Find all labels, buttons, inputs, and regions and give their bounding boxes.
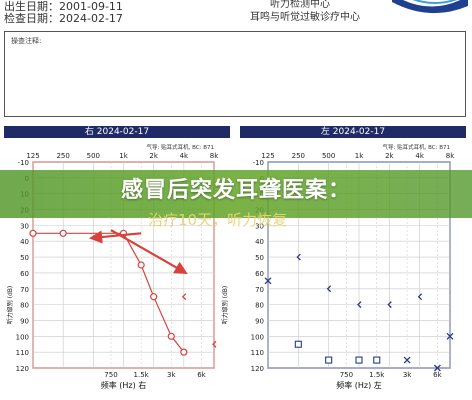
- y-tick-label: 120: [251, 365, 264, 373]
- x-top-tick-label: 4k: [415, 152, 424, 160]
- x-top-tick-label: 8k: [446, 152, 455, 160]
- x-top-tick-label: 1k: [119, 152, 128, 160]
- y-tick-label: 90: [255, 317, 264, 325]
- y-tick-label: 70: [255, 286, 264, 294]
- data-point: [433, 364, 441, 372]
- data-point: [59, 229, 67, 237]
- x-bottom-tick-label: 3k: [167, 371, 176, 379]
- x-top-tick-label: 125: [26, 152, 39, 160]
- x-bottom-tick-label: 1.5k: [369, 371, 385, 379]
- y-tick-label: 80: [20, 302, 29, 310]
- data-point: [387, 301, 392, 309]
- x-top-tick-label: 250: [292, 152, 305, 160]
- y-tick-label: 30: [20, 222, 29, 230]
- remarks-box: 操查注释:: [4, 31, 466, 117]
- data-point: [212, 340, 217, 348]
- y-tick-label: 110: [251, 349, 264, 357]
- data-point: [296, 253, 301, 261]
- x-bottom-tick-label: 1.5k: [134, 371, 150, 379]
- y-axis-label: 听力级别 (dB): [221, 286, 229, 325]
- annotation-arrow: [110, 229, 188, 275]
- exam-date: 检查日期：2024-02-17: [4, 12, 123, 25]
- y-tick-label: 40: [255, 238, 264, 246]
- data-point: [150, 293, 158, 301]
- x-top-tick-label: 1k: [355, 152, 364, 160]
- x-bottom-tick-label: 750: [104, 371, 117, 379]
- x-axis-label: 频率 (Hz) 右: [101, 380, 147, 390]
- data-point: [167, 332, 175, 340]
- annotation-arrow: [88, 230, 142, 244]
- data-point: [357, 301, 362, 309]
- x-bottom-tick-label: 3k: [403, 371, 412, 379]
- data-point: [294, 340, 302, 348]
- data-point: [326, 285, 332, 293]
- y-tick-label: 80: [255, 302, 264, 310]
- x-bottom-tick-label: 6k: [433, 371, 442, 379]
- data-point: [355, 356, 363, 364]
- data-point: [417, 293, 423, 301]
- y-tick-label: 100: [16, 333, 29, 341]
- y-tick-label: 110: [16, 349, 29, 357]
- data-point: [446, 332, 454, 340]
- treatment-annotation: 治疗10天，听力恢复: [148, 211, 288, 229]
- data-point: [181, 293, 187, 301]
- center-top-text: 听力检测中心: [270, 0, 330, 10]
- x-top-tick-label: 250: [56, 152, 69, 160]
- logo-swoosh-icon: [392, 0, 468, 14]
- y-tick-label: 90: [20, 317, 29, 325]
- y-tick-label: 60: [20, 270, 29, 278]
- x-top-tick-label: 500: [322, 152, 335, 160]
- x-top-tick-label: 8k: [210, 152, 219, 160]
- legend-text: 气导: 贴耳式耳机, BC: B71: [383, 143, 451, 151]
- y-tick-label: 70: [20, 286, 29, 294]
- x-bottom-tick-label: 6k: [197, 371, 206, 379]
- x-top-tick-label: 2k: [149, 152, 158, 160]
- data-point: [180, 348, 188, 356]
- y-tick-label: 40: [20, 238, 29, 246]
- x-top-tick-label: 125: [261, 152, 274, 160]
- x-top-tick-label: 4k: [180, 152, 189, 160]
- x-axis-label: 频率 (Hz) 左: [336, 380, 382, 390]
- report-header: 出生日期：2001-09-11 听力检测中心: [0, 0, 472, 14]
- x-top-tick-label: 500: [87, 152, 100, 160]
- y-axis-label: 听力级别 (dB): [6, 286, 14, 325]
- data-point: [264, 277, 272, 285]
- data-point: [29, 229, 37, 237]
- y-tick-label: 30: [255, 222, 264, 230]
- center-name: 耳鸣与听觉过敏诊疗中心: [250, 12, 360, 23]
- x-top-tick-label: 2k: [385, 152, 394, 160]
- overlay-title: 感冒后突发耳聋医案：: [120, 178, 351, 203]
- x-bottom-tick-label: 750: [340, 371, 353, 379]
- data-point: [403, 356, 411, 364]
- y-tick-label: 60: [255, 270, 264, 278]
- data-point: [325, 356, 333, 364]
- y-tick-label: -10: [18, 159, 29, 167]
- y-tick-label: 120: [16, 365, 29, 373]
- overlay-band: [0, 170, 472, 218]
- y-tick-label: 50: [20, 254, 29, 262]
- right-ear-header: 右 2024-02-17: [4, 126, 230, 138]
- birth-date: 出生日期：2001-09-11: [4, 0, 123, 13]
- remarks-label: 操查注释:: [11, 37, 42, 45]
- y-tick-label: 100: [251, 333, 264, 341]
- left-ear-header: 左 2024-02-17: [240, 126, 466, 138]
- data-point: [137, 261, 145, 269]
- y-tick-label: 50: [255, 254, 264, 262]
- y-tick-label: -10: [253, 159, 264, 167]
- data-point: [373, 356, 381, 364]
- legend-text: 气导: 贴耳式耳机, BC: B71: [147, 143, 215, 151]
